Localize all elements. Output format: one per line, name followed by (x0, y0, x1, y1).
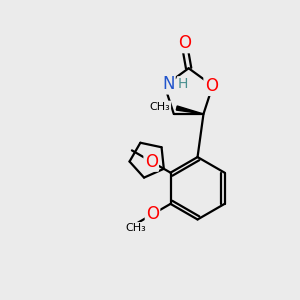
Text: O: O (205, 77, 218, 95)
Text: H: H (178, 77, 188, 91)
Polygon shape (176, 106, 203, 114)
Text: O: O (178, 34, 191, 52)
Text: N: N (162, 75, 174, 93)
Text: CH₃: CH₃ (125, 223, 146, 233)
Text: O: O (145, 152, 158, 170)
Text: CH₃: CH₃ (149, 101, 170, 112)
Text: O: O (146, 205, 159, 223)
